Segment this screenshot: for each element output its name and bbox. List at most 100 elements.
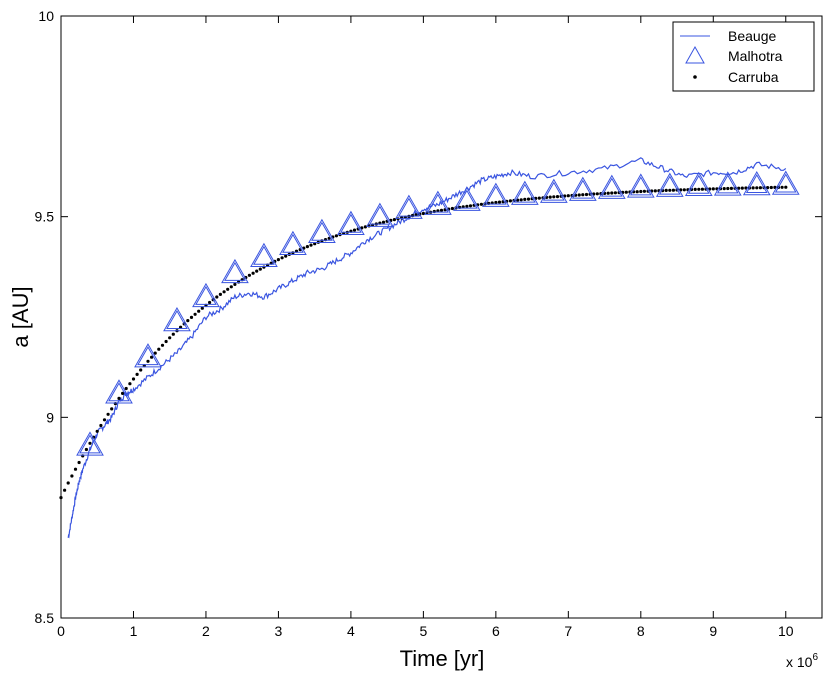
- carruba-point: [726, 186, 730, 191]
- carruba-point: [218, 292, 222, 296]
- carruba-point: [711, 187, 715, 191]
- x-multiplier-label: x 106: [786, 652, 818, 670]
- carruba-point: [168, 336, 172, 340]
- malhotra-point: [771, 170, 800, 195]
- x-tick-label: 9: [709, 623, 717, 639]
- carruba-point: [523, 197, 527, 201]
- carruba-point: [164, 339, 168, 344]
- malhotra-point: [481, 182, 510, 207]
- carruba-point: [150, 355, 154, 359]
- malhotra-point-inner: [600, 177, 623, 197]
- malhotra-point-inner: [195, 285, 217, 305]
- carruba-point: [135, 372, 139, 376]
- y-tick-label: 9: [46, 409, 54, 425]
- carruba-point: [70, 474, 74, 478]
- x-tick-label: 10: [778, 623, 794, 639]
- malhotra-point-inner: [745, 173, 768, 193]
- carruba-point: [613, 191, 618, 195]
- legend-carruba-label: Carruba: [728, 69, 779, 85]
- carruba-point: [577, 193, 581, 197]
- carruba-point: [233, 282, 237, 286]
- malhotra-point: [713, 171, 742, 196]
- carruba-point: [117, 396, 121, 400]
- carruba-point: [566, 194, 570, 198]
- carruba-point: [251, 271, 255, 275]
- plot-area: [60, 15, 823, 619]
- carruba-point: [780, 185, 784, 189]
- carruba-point: [639, 189, 643, 194]
- x-tick-label: 0: [57, 623, 65, 639]
- y-axis-label: a [AU]: [8, 286, 33, 347]
- carruba-point: [751, 186, 755, 190]
- carruba-point: [624, 190, 628, 194]
- carruba-point: [581, 193, 585, 197]
- x-tick-label: 3: [275, 623, 283, 639]
- carruba-point: [63, 488, 67, 492]
- legend-malhotra-swatch: [685, 45, 705, 64]
- carruba-point: [124, 386, 128, 391]
- x-tick-label: 7: [564, 623, 572, 639]
- y-tick-label: 8.5: [35, 610, 55, 626]
- carruba-point: [215, 295, 219, 299]
- carruba-point: [352, 228, 357, 232]
- malhotra-point: [424, 190, 452, 215]
- malhotra-point: [655, 172, 684, 197]
- carruba-point: [276, 258, 280, 262]
- carruba-point: [642, 189, 647, 193]
- carruba-point: [784, 185, 788, 189]
- malhotra-point-inner: [427, 193, 449, 213]
- malhotra-point-inner: [398, 197, 420, 217]
- carruba-point: [635, 190, 639, 194]
- malhotra-point: [539, 178, 568, 203]
- carruba-point: [653, 189, 657, 193]
- malhotra-point-inner: [687, 174, 710, 194]
- carruba-point: [157, 347, 161, 351]
- malhotra-point-inner: [311, 221, 333, 241]
- malhotra-point-inner: [542, 181, 565, 201]
- carruba-point: [160, 343, 165, 347]
- carruba-point: [237, 280, 241, 284]
- malhotra-point: [279, 230, 307, 256]
- carruba-point: [664, 188, 668, 192]
- carruba-point: [121, 391, 125, 395]
- y-tick-label: 10: [38, 8, 54, 24]
- carruba-point: [280, 256, 284, 260]
- carruba-point: [758, 186, 763, 190]
- carruba-point: [179, 325, 183, 329]
- carruba-point: [66, 481, 70, 485]
- carruba-point: [465, 204, 469, 208]
- carruba-point: [381, 220, 386, 224]
- carruba-point: [700, 187, 705, 191]
- carruba-point: [766, 186, 770, 190]
- malhotra-point: [134, 343, 162, 368]
- legend-malhotra-label: Malhotra: [728, 48, 783, 64]
- carruba-point: [468, 204, 473, 208]
- legend-beauge-label: Beauge: [728, 28, 776, 44]
- carruba-point: [284, 254, 288, 258]
- malhotra-point: [308, 218, 336, 243]
- carruba-point: [450, 206, 454, 211]
- malhotra-point: [453, 186, 481, 211]
- x-tick-label: 8: [637, 623, 645, 639]
- ticks-layer: 0 1 2 3 4 5 6 7 8 9 10 8.5 9 9.5 10: [35, 8, 822, 639]
- malhotra-point: [221, 258, 249, 284]
- carruba-point: [671, 188, 676, 192]
- carruba-point: [421, 211, 425, 216]
- malhotra-point: [568, 176, 597, 201]
- legend-carruba-swatch: [693, 75, 697, 79]
- carruba-point: [128, 382, 132, 386]
- y-tick-label: 9.5: [35, 209, 55, 225]
- carruba-point: [410, 214, 415, 218]
- carruba-point: [519, 198, 523, 202]
- carruba-point: [110, 407, 114, 411]
- carruba-point: [552, 195, 556, 199]
- carruba-point: [197, 309, 201, 313]
- carruba-point: [606, 191, 610, 195]
- malhotra-point: [742, 170, 771, 196]
- carruba-point: [258, 267, 262, 271]
- malhotra-point-inner: [253, 245, 275, 265]
- carruba-point: [106, 412, 110, 416]
- carruba-point: [171, 332, 175, 336]
- carruba-point: [508, 199, 512, 203]
